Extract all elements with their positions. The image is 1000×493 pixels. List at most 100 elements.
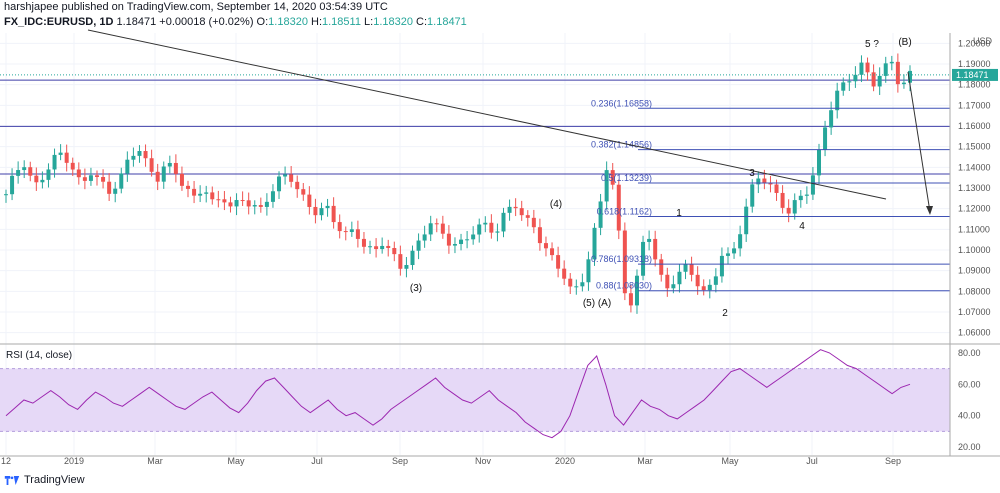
candle-body [398,254,403,269]
candle-body [610,170,615,185]
candle-body [835,90,840,111]
candle-body [173,162,178,174]
candle-body [95,175,100,177]
rsi-tick-label: 20.00 [958,442,981,452]
wave-label: (B) [898,37,911,48]
candle-body [586,259,591,283]
price-tick-label: 1.08000 [958,286,991,296]
trendline [87,29,887,200]
candle-body [434,223,439,225]
candle-body [58,152,63,155]
wave-label: (3) [410,283,422,294]
candle-body [374,246,379,250]
candle-body [4,194,8,196]
candle-body [816,149,821,176]
price-tick-label: 1.14000 [958,162,991,172]
candle-body [744,206,749,235]
candle-body [616,184,621,231]
candle-body [149,158,154,172]
candle-body [440,223,445,234]
candle-body [750,184,755,207]
candle-body [101,176,106,182]
candle-body [501,212,506,232]
price-tick-label: 1.17000 [958,100,991,110]
price-tick-label: 1.15000 [958,142,991,152]
candle-body [556,255,561,269]
candle-body [713,276,718,285]
candle-body [829,110,834,128]
candle-body [513,206,518,209]
candle-body [525,215,530,218]
rsi-pane: RSI (14, close) [0,349,950,439]
currency-label: USD [973,36,993,46]
chart-header: harshjapee published on TradingView.com,… [4,0,467,30]
candle-body [543,243,548,249]
candle-body [659,259,664,275]
axes: 1.20000 1.19000 1.18000 1.17000 1.16000 1.150… [0,33,1000,466]
fib-level-label: 0.786(1.09318) [591,254,652,264]
candle-body [653,238,658,260]
candle-body [568,278,573,287]
annotations: 0.236(1.16858) 0.382(1.14856) 0.5(1.13239)… [87,29,933,319]
candle-body [34,175,39,183]
candle-body [216,199,221,201]
candle-body [574,286,579,288]
price-tick-label: 1.09000 [958,266,991,276]
candle-body [137,151,142,156]
candle-body [459,239,464,245]
rsi-tick-label: 80.00 [958,348,981,358]
price-tick-label: 1.13000 [958,183,991,193]
candle-body [871,72,876,87]
wave-label: 5 ? [865,39,879,50]
wave-label: 1 [676,208,682,219]
candle-body [792,200,797,214]
candle-body [719,255,724,277]
time-tick-label: Jul [311,456,323,466]
brand-name: TradingView [24,474,85,486]
symbol-label[interactable]: FX_IDC:EURUSD, 1D [4,16,114,28]
candle-body [489,222,494,233]
candle-body [313,206,318,216]
candle-body [537,227,542,244]
wave-label: (4) [550,199,562,210]
candle-body [386,245,391,249]
wave-label: 4 [799,221,805,232]
candle-body [768,183,773,185]
high-value: 1.18511 [322,16,361,28]
price-tick-label: 1.10000 [958,245,991,255]
candle-body [331,205,336,223]
time-tick-label: Jul [806,456,818,466]
candle-body [780,192,785,208]
candle-body [531,217,536,228]
projection-arrow-line [907,71,931,213]
candle-body [125,159,130,174]
candle-body [210,192,215,200]
candle-body [28,167,33,176]
candle-body [562,268,567,279]
rsi-tick-label: 40.00 [958,411,981,421]
time-tick-label: Sep [392,456,408,466]
candle-body [853,74,858,82]
price-tick-label: 1.18000 [958,80,991,90]
candle-body [465,239,470,241]
candle-body [155,171,160,182]
candle-body [738,234,743,249]
candle-body [810,175,815,195]
candle-body [76,169,81,178]
candle-body [392,248,397,255]
candle-body [901,82,906,85]
candle-body [113,188,118,194]
candle-body [186,185,191,189]
candle-body [64,152,69,163]
candle-body [701,286,706,291]
candle-body [88,175,93,181]
candle-body [289,174,294,182]
time-tick-label: Nov [475,456,492,466]
candle-body [319,208,324,216]
low-label: L: [364,16,374,28]
wave-label: (5) (A) [583,298,611,309]
candle-body [647,238,652,242]
candle-body [82,177,87,181]
candle-body [804,194,809,196]
candle-body [22,167,27,171]
